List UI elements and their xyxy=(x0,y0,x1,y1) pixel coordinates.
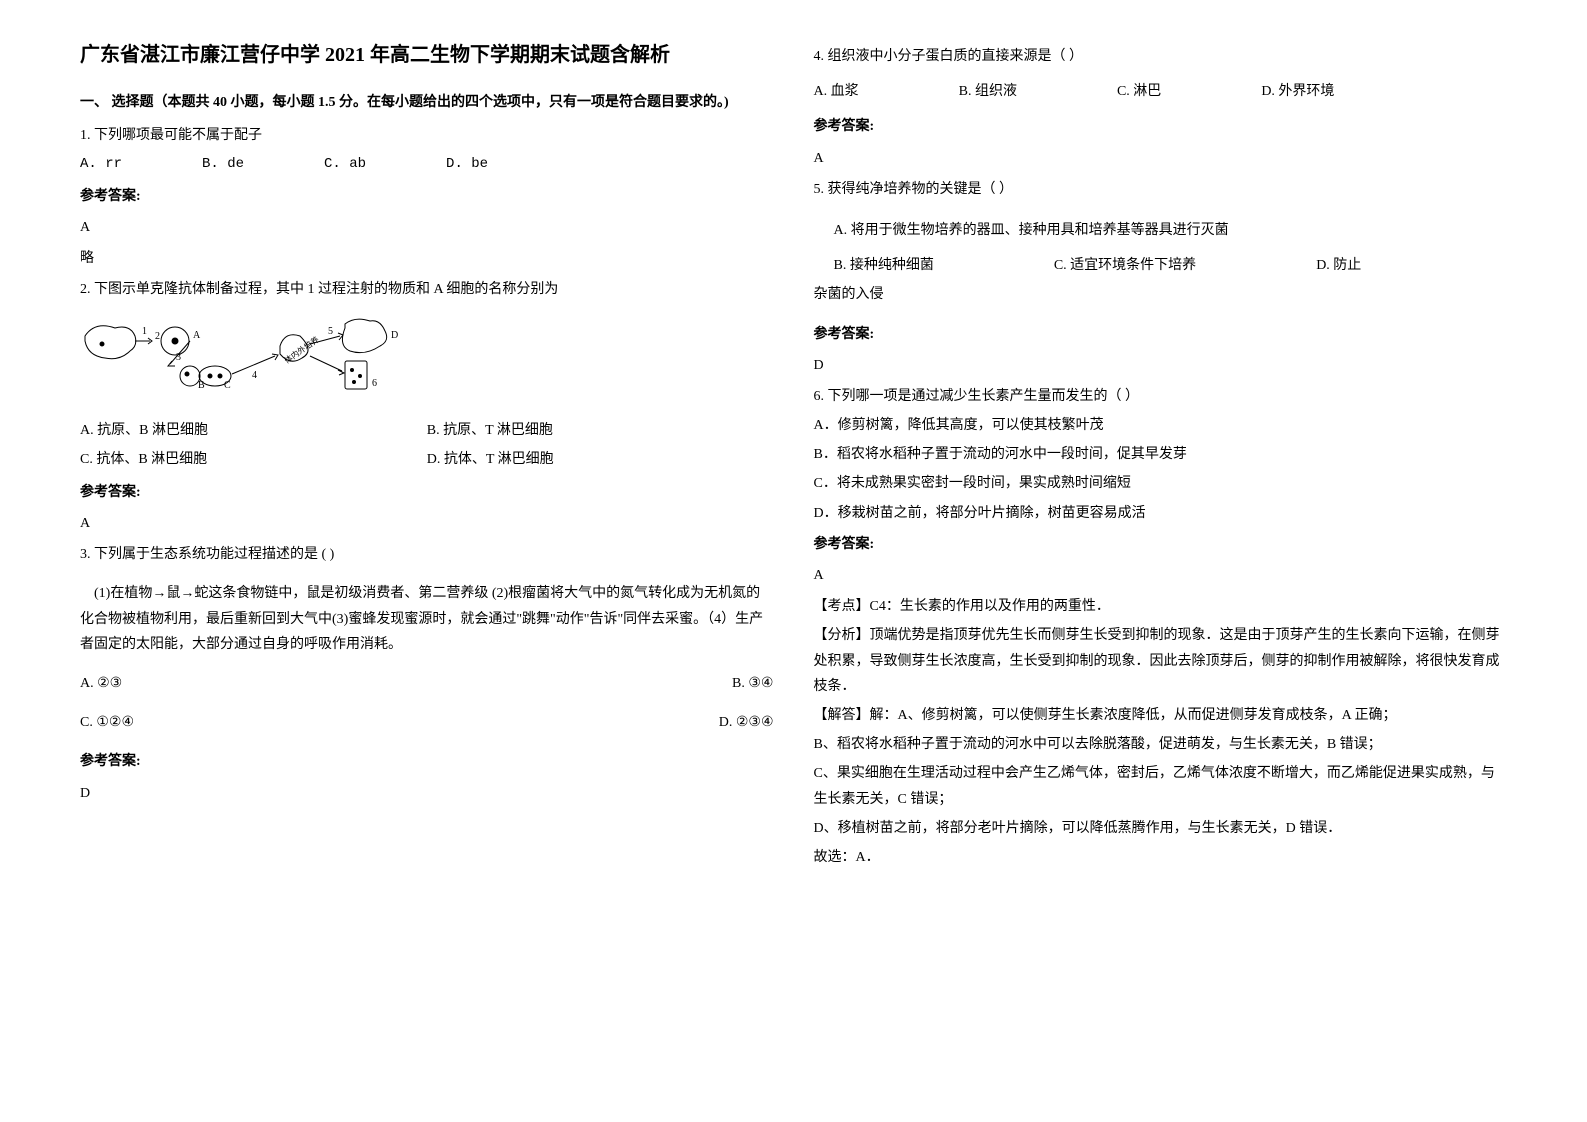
q6-kaodian: 【考点】C4：生长素的作用以及作用的两重性． xyxy=(814,594,1508,619)
q5-opt-c: C. 适宜环境条件下培养 xyxy=(1054,253,1196,278)
mouse-icon xyxy=(85,326,136,359)
diagram-label-c: C xyxy=(224,380,231,391)
q6-answer: A xyxy=(814,563,1508,588)
q4-stem: 4. 组织液中小分子蛋白质的直接来源是（ ） xyxy=(814,44,1508,69)
right-column: 4. 组织液中小分子蛋白质的直接来源是（ ） A. 血浆 B. 组织液 C. 淋… xyxy=(794,40,1528,1082)
q5-answer-label: 参考答案: xyxy=(814,322,1508,347)
diagram-label-5: 5 xyxy=(328,326,333,337)
diagram-label-culture: 体内外培养 xyxy=(282,335,321,366)
question-2: 2. 下图示单克隆抗体制备过程，其中 1 过程注射的物质和 A 细胞的名称分别为 xyxy=(80,277,774,536)
question-6: 6. 下列哪一项是通过减少生长素产生量而发生的（ ） A．修剪树篱，降低其高度，… xyxy=(814,384,1508,870)
q1-opt-c: C. ab xyxy=(324,152,366,177)
q5-opt-d: D. 防止 xyxy=(1316,253,1361,278)
q4-opt-b: B. 组织液 xyxy=(959,79,1017,104)
diagram-label-a: A xyxy=(193,330,201,341)
q4-opt-d: D. 外界环境 xyxy=(1261,79,1334,104)
diagram-label-6: 6 xyxy=(372,378,377,389)
q2-opt-d: D. 抗体、T 淋巴细胞 xyxy=(427,447,774,472)
q3-answer: D xyxy=(80,781,774,806)
q2-answer-label: 参考答案: xyxy=(80,480,774,505)
q6-fenxi: 【分析】顶端优势是指顶芽优先生长而侧芽生长受到抑制的现象．这是由于顶芽产生的生长… xyxy=(814,623,1508,699)
q3-answer-label: 参考答案: xyxy=(80,749,774,774)
q1-answer-label: 参考答案: xyxy=(80,184,774,209)
q1-options: A. rr B. de C. ab D. be xyxy=(80,152,774,177)
q3-opt-c: C. ①②④ xyxy=(80,710,134,735)
q2-answer: A xyxy=(80,511,774,536)
question-5: 5. 获得纯净培养物的关键是（ ） A. 将用于微生物培养的器皿、接种用具和培养… xyxy=(814,177,1508,378)
q6-jd: D、移植树苗之前，将部分老叶片摘除，可以降低蒸腾作用，与生长素无关，D 错误． xyxy=(814,816,1508,841)
q2-options: A. 抗原、B 淋巴细胞 B. 抗原、T 淋巴细胞 C. 抗体、B 淋巴细胞 D… xyxy=(80,416,774,474)
q5-opts-row: B. 接种纯种细菌 C. 适宜环境条件下培养 D. 防止 xyxy=(834,253,1508,278)
diagram-label-2: 2 xyxy=(155,331,160,342)
q5-opt-b: B. 接种纯种细菌 xyxy=(834,253,934,278)
q6-jb: B、稻农将水稻种子置于流动的河水中可以去除脱落酸，促进萌发，与生长素无关，B 错… xyxy=(814,732,1508,757)
q4-opt-c: C. 淋巴 xyxy=(1117,79,1161,104)
q1-note: 略 xyxy=(80,246,774,271)
q1-opt-a: A. rr xyxy=(80,152,122,177)
q4-opt-a: A. 血浆 xyxy=(814,79,859,104)
q3-opt-d: D. ②③④ xyxy=(719,710,774,735)
diagram-label-1: 1 xyxy=(142,326,147,337)
q3-opts-row1: A. ②③ B. ③④ xyxy=(80,671,774,696)
q1-opt-d: D. be xyxy=(446,152,488,177)
question-1: 1. 下列哪项最可能不属于配子 A. rr B. de C. ab D. be … xyxy=(80,123,774,271)
q1-stem: 1. 下列哪项最可能不属于配子 xyxy=(80,123,774,148)
question-4: 4. 组织液中小分子蛋白质的直接来源是（ ） A. 血浆 B. 组织液 C. 淋… xyxy=(814,44,1508,171)
q3-opt-b: B. ③④ xyxy=(732,671,773,696)
diagram-label-d: D xyxy=(391,330,398,341)
diagram-label-b: B xyxy=(198,380,205,391)
diagram-label-4: 4 xyxy=(252,370,257,381)
q1-opt-b: B. de xyxy=(202,152,244,177)
q6-opt-b: B．稻农将水稻种子置于流动的河水中一段时间，促其早发芽 xyxy=(814,442,1508,467)
q3-opts-row2: C. ①②④ D. ②③④ xyxy=(80,710,774,735)
q4-answer-label: 参考答案: xyxy=(814,114,1508,139)
q2-opt-b: B. 抗原、T 淋巴细胞 xyxy=(427,418,774,443)
q6-jc: C、果实细胞在生理活动过程中会产生乙烯气体，密封后，乙烯气体浓度不断增大，而乙烯… xyxy=(814,761,1508,811)
question-3: 3. 下列属于生态系统功能过程描述的是 ( ) (1)在植物→鼠→蛇这条食物链中… xyxy=(80,542,774,806)
q6-final: 故选：A． xyxy=(814,845,1508,870)
document-title: 广东省湛江市廉江营仔中学 2021 年高二生物下学期期末试题含解析 xyxy=(80,40,774,70)
q4-options: A. 血浆 B. 组织液 C. 淋巴 D. 外界环境 xyxy=(814,79,1508,104)
q3-stem: 3. 下列属于生态系统功能过程描述的是 ( ) xyxy=(80,542,774,567)
q5-stem: 5. 获得纯净培养物的关键是（ ） xyxy=(814,177,1508,202)
diagram-label-3: 3 xyxy=(176,352,181,363)
section-header: 一、 选择题（本题共 40 小题，每小题 1.5 分。在每小题给出的四个选项中，… xyxy=(80,90,774,115)
q5-answer: D xyxy=(814,353,1508,378)
q2-opt-c: C. 抗体、B 淋巴细胞 xyxy=(80,447,427,472)
q3-body: (1)在植物→鼠→蛇这条食物链中，鼠是初级消费者、第二营养级 (2)根瘤菌将大气… xyxy=(80,581,774,657)
q6-opt-c: C．将未成熟果实密封一段时间，果实成熟时间缩短 xyxy=(814,471,1508,496)
q2-opt-a: A. 抗原、B 淋巴细胞 xyxy=(80,418,427,443)
q6-jieda: 【解答】解：A、修剪树篱，可以使侧芽生长素浓度降低，从而促进侧芽发育成枝条，A … xyxy=(814,703,1508,728)
q6-answer-label: 参考答案: xyxy=(814,532,1508,557)
q5-opt-a: A. 将用于微生物培养的器皿、接种用具和培养基等器具进行灭菌 xyxy=(834,218,1508,243)
q4-answer: A xyxy=(814,146,1508,171)
q6-opt-a: A．修剪树篱，降低其高度，可以使其枝繁叶茂 xyxy=(814,413,1508,438)
q1-answer: A xyxy=(80,215,774,240)
q6-stem: 6. 下列哪一项是通过减少生长素产生量而发生的（ ） xyxy=(814,384,1508,409)
q2-stem: 2. 下图示单克隆抗体制备过程，其中 1 过程注射的物质和 A 细胞的名称分别为 xyxy=(80,277,774,302)
q5-opt-d-tail: 杂菌的入侵 xyxy=(814,282,1508,307)
q2-diagram: 1 2 A 3 B C 4 5 D 6 体内外培养 xyxy=(80,316,420,396)
q3-opt-a: A. ②③ xyxy=(80,671,122,696)
left-column: 广东省湛江市廉江营仔中学 2021 年高二生物下学期期末试题含解析 一、 选择题… xyxy=(60,40,794,1082)
q6-opt-d: D．移栽树苗之前，将部分叶片摘除，树苗更容易成活 xyxy=(814,501,1508,526)
